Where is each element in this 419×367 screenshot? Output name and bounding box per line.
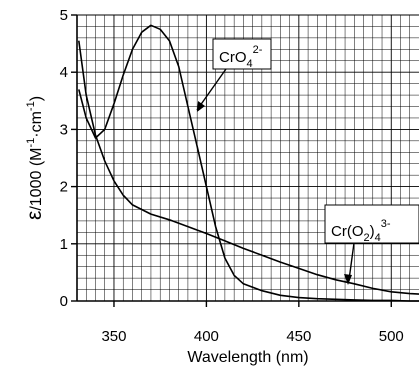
annotation-cro2-arrow — [348, 242, 355, 281]
series-line-0 — [78, 24, 419, 302]
y-tick-label: 2 — [60, 179, 68, 196]
x-tick-label: 350 — [101, 328, 126, 345]
x-tick-label: 450 — [286, 328, 311, 345]
y-tick-label: 5 — [60, 7, 68, 24]
annotation-cro4-label: CrO42- — [219, 44, 263, 70]
y-tick-label: 1 — [60, 236, 68, 253]
axes — [76, 15, 419, 302]
annotation-cro2: Cr(O2)43- — [324, 204, 419, 285]
annotation-cro4-arrowhead — [197, 101, 205, 112]
y-tick-label: 4 — [60, 64, 68, 81]
tick-labels: 350 400 450 500 0 1 2 3 4 5 — [60, 7, 404, 345]
y-tick-label: 0 — [60, 293, 68, 310]
x-axis-title: Wavelength (nm) — [187, 349, 308, 366]
annotation-cro2-box — [324, 204, 419, 244]
grid — [77, 14, 419, 301]
y-axis-title: ε/1000 (M-1·cm-1) — [23, 96, 46, 220]
annotation-cro4-arrow — [196, 68, 227, 111]
annotation-cro2-label: Cr(O2)43- — [331, 218, 391, 244]
annotation-cro4-box — [212, 38, 272, 70]
x-tick-label: 400 — [194, 328, 219, 345]
x-tick-label: 500 — [379, 328, 404, 345]
annotation-cro2-arrowhead — [344, 274, 352, 285]
y-tick-label: 3 — [60, 121, 68, 138]
series-line-1 — [78, 40, 419, 295]
series-lines — [78, 24, 419, 302]
annotation-cro4: CrO42- — [196, 38, 272, 112]
